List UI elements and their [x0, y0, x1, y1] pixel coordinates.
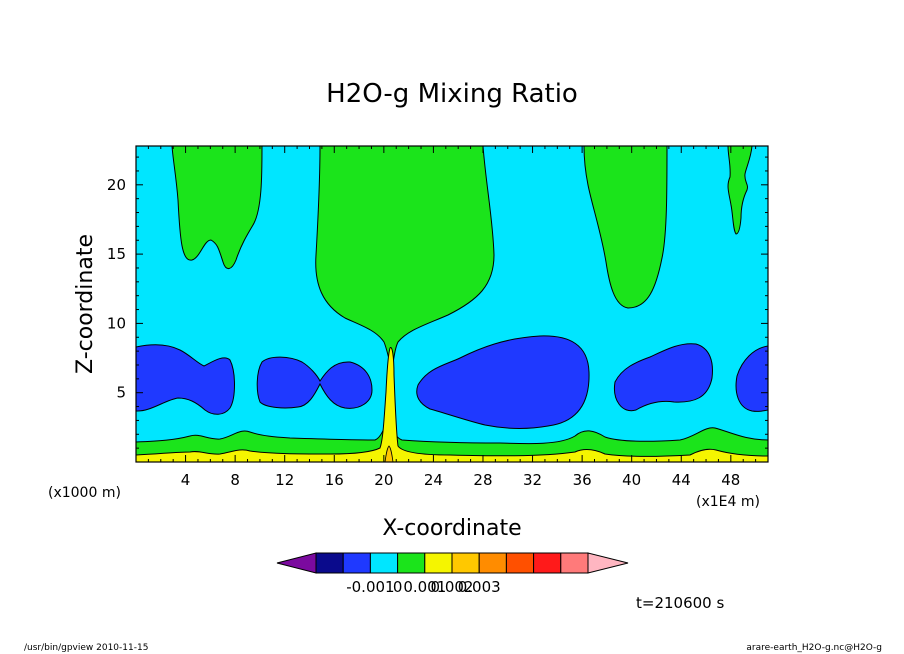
contour-region-blue-center [416, 335, 590, 429]
chart-title: H2O-g Mixing Ratio [326, 79, 578, 109]
contour-region-blue-right [735, 345, 768, 412]
x-tick-label: 28 [473, 471, 492, 489]
x-axis-label: X-coordinate [382, 516, 521, 541]
colorbar-cap-left [276, 552, 317, 574]
colorbar-swatch [478, 552, 507, 574]
x-tick-label: 4 [181, 471, 191, 489]
footer-left: /usr/bin/gpview 2010-11-15 [24, 643, 148, 653]
x-tick-label: 8 [230, 471, 240, 489]
colorbar-tick-label: 0.003 [458, 578, 501, 596]
contour-region-surface-green [136, 418, 768, 462]
contour-region-plume-far-right [727, 146, 753, 235]
contour-region-blue-center-right [613, 343, 713, 412]
colorbar-cap-right [587, 552, 629, 574]
footer-right: arare-earth_H2O-g.nc@H2O-g [746, 643, 882, 653]
contour-region-blue-left [136, 344, 235, 415]
x-tick-label: 24 [424, 471, 443, 489]
colorbar-tick-label: 0 [393, 578, 403, 596]
y-tick-label: 10 [107, 314, 126, 332]
x-tick-label: 16 [325, 471, 344, 489]
contour-region-surface-yellow [136, 346, 768, 462]
colorbar-tick-label: -0.001 [346, 578, 394, 596]
colorbar-swatch [342, 552, 371, 574]
y-axis-label: Z-coordinate [73, 234, 98, 374]
x-tick-label: 44 [672, 471, 691, 489]
x-unit-note: (x1E4 m) [696, 494, 760, 510]
plot-frame [135, 145, 769, 463]
y-tick-label: 15 [107, 245, 126, 263]
colorbar-swatch [369, 552, 399, 574]
contour-region-yellow-core [384, 445, 394, 462]
x-axis-ticks: 4 8 12 16 20 24 28 32 36 40 44 48 [147, 146, 757, 489]
colorbar-swatch [451, 552, 480, 574]
colorbar-tick-label: 0.001 [403, 578, 446, 596]
colorbar-swatch [505, 552, 535, 574]
x-tick-label: 40 [622, 471, 641, 489]
x-tick-label: 48 [721, 471, 740, 489]
x-tick-label: 32 [523, 471, 542, 489]
colorbar-swatch [315, 552, 344, 574]
x-tick-label: 36 [573, 471, 592, 489]
colorbar-swatch [533, 552, 562, 574]
y-axis-ticks: 5 10 15 20 [107, 156, 768, 449]
colorbar-tick-label: 0.002 [431, 578, 474, 596]
y-tick-label: 20 [107, 176, 126, 194]
y-tick-label: 5 [116, 384, 126, 402]
colorbar-swatch [424, 552, 453, 574]
contour-region-blue-center-left [256, 356, 373, 409]
y-unit-note: (x1000 m) [48, 485, 121, 501]
contour-region-plume-right [583, 146, 668, 309]
colorbar-swatch [397, 552, 426, 574]
contour-region-plume-left [171, 146, 263, 269]
x-tick-label: 20 [374, 471, 393, 489]
colorbar-swatch [560, 552, 589, 574]
time-label: t=210600 s [636, 594, 724, 612]
x-tick-label: 12 [275, 471, 294, 489]
